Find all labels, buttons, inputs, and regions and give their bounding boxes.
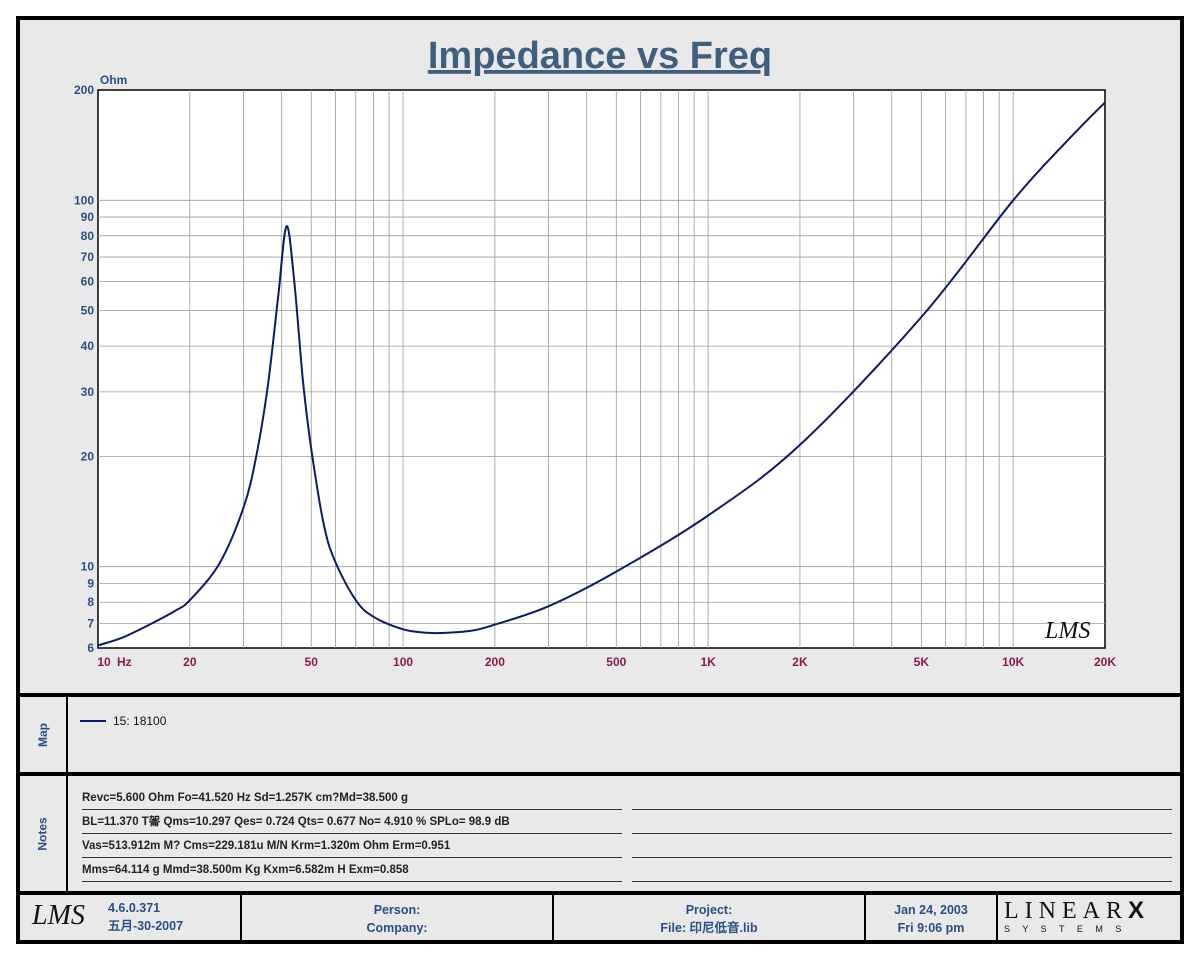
brand-x-text: X [1127, 897, 1144, 924]
notes-separator [66, 776, 68, 891]
chart-title: Impedance vs Freq [428, 35, 772, 77]
x-tick-labels: 10 20 50 100 200 500 1K 2K 5K 10K 20K [97, 655, 1116, 669]
map-separator [66, 697, 68, 772]
footer-date-cell: Jan 24, 2003 Fri 9:06 pm [866, 897, 996, 940]
x-tick-label: 5K [914, 655, 930, 669]
y-tick-label: 6 [87, 641, 94, 655]
y-tick-label: 10 [81, 560, 95, 574]
footer-logo: LMS [32, 900, 85, 931]
y-axis-label: Ohm [100, 73, 127, 87]
x-tick-label: 50 [305, 655, 319, 669]
map-side-label: Map [20, 697, 66, 772]
divider-map-notes [20, 772, 1180, 776]
footer-project-cell: Project: File: 印尼低音.lib [554, 897, 864, 940]
y-tick-label: 7 [87, 616, 94, 630]
linearx-brand: LINEARX S Y S T E M S [1004, 897, 1174, 935]
y-tick-label: 9 [87, 576, 94, 590]
impedance-chart: Impedance vs Freq Ohm 6 7 8 9 10 20 30 40 50 60 70… [74, 35, 1116, 669]
plot-area [97, 89, 1106, 649]
footer-sep-3 [864, 895, 866, 940]
note-line-1: Revc=5.600 Ohm Fo=41.520 Hz Sd=1.257K cm… [82, 790, 622, 810]
y-tick-label: 200 [74, 83, 94, 97]
footer-time: Fri 9:06 pm [897, 921, 965, 935]
footer-sep-4 [996, 895, 998, 940]
document-frame: Impedance vs Freq Ohm 6 7 8 9 10 20 30 40 50 60 70… [16, 16, 1184, 944]
x-tick-label: 10 [97, 655, 111, 669]
y-tick-label: 100 [74, 193, 94, 207]
y-tick-label: 80 [81, 229, 95, 243]
y-tick-label: 20 [81, 449, 95, 463]
x-tick-label: 1K [700, 655, 716, 669]
y-tick-label: 90 [81, 210, 95, 224]
x-tick-label: 200 [485, 655, 505, 669]
x-tick-label: 10K [1002, 655, 1024, 669]
note-line-4: Mms=64.114 g Mmd=38.500m Kg Kxm=6.582m H… [82, 862, 622, 882]
y-tick-label: 60 [81, 275, 95, 289]
x-tick-label: 20 [183, 655, 197, 669]
chart-panel: Impedance vs Freq Ohm 6 7 8 9 10 20 30 40 50 60 70… [20, 20, 1180, 693]
impedance-series-line [98, 101, 1105, 647]
y-tick-labels: 6 7 8 9 10 20 30 40 50 60 70 80 90 100 200 [74, 83, 94, 655]
x-tick-label: 20K [1094, 655, 1116, 669]
y-tick-label: 8 [87, 595, 94, 609]
lms-watermark: LMS [1044, 618, 1090, 644]
project-label: Project: [685, 903, 733, 917]
divider-chart-map [20, 693, 1180, 697]
y-tick-label: 50 [81, 304, 95, 318]
footer-sep-2 [552, 895, 554, 940]
y-tick-label: 70 [81, 250, 95, 264]
notes-side-label: Notes [20, 776, 66, 891]
divider-notes-footer [20, 891, 1180, 895]
file-label: File: 印尼低音.lib [660, 921, 758, 935]
footer-sep-1 [240, 895, 242, 940]
y-tick-label: 40 [81, 339, 95, 353]
version-date: 五月-30-2007 [108, 919, 184, 933]
note-blank-3 [632, 838, 1172, 858]
y-tick-label: 30 [81, 385, 95, 399]
x-axis-unit-label: Hz [117, 655, 132, 669]
legend-label: 15: 18100 [113, 714, 167, 728]
footer-date: Jan 24, 2003 [894, 903, 968, 917]
note-blank-2 [632, 814, 1172, 834]
legend: 15: 18100 [80, 714, 166, 728]
brand-systems-text: S Y S T E M S [1004, 924, 1127, 934]
company-label: Company: [366, 921, 428, 935]
x-tick-label: 100 [393, 655, 413, 669]
x-tick-label: 500 [606, 655, 626, 669]
grid-lines [98, 90, 1105, 648]
note-blank-4 [632, 862, 1172, 882]
footer-person-cell: Person: Company: [242, 897, 552, 940]
note-line-2: BL=11.370 T嗧 Qms=10.297 Qes= 0.724 Qts= … [82, 814, 622, 834]
notes-label-text: Notes [36, 816, 50, 851]
x-tick-label: 2K [792, 655, 808, 669]
person-label: Person: [373, 903, 421, 917]
note-line-3: Vas=513.912m M? Cms=229.181u M/N Krm=1.3… [82, 838, 622, 858]
brand-linear-text: LINEAR [1004, 898, 1128, 924]
version-number: 4.6.0.371 [108, 901, 161, 915]
note-blank-1 [632, 790, 1172, 810]
footer-version: 4.6.0.371 五月-30-2007 [108, 899, 183, 935]
legend-swatch [80, 720, 106, 722]
map-label-text: Map [36, 722, 50, 747]
